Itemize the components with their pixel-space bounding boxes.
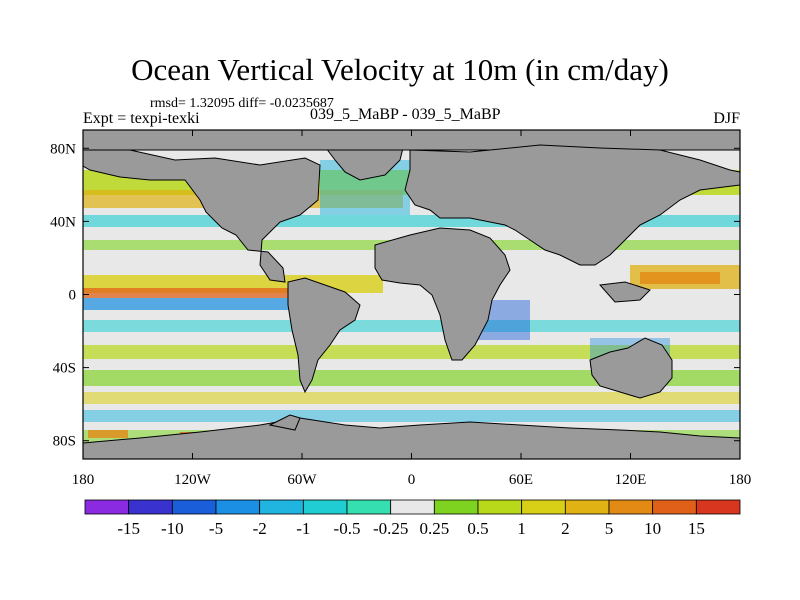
colorbar-label: -0.25 [373,519,408,538]
x-tick-label: 60W [287,472,317,488]
land-australia [589,337,673,399]
x-tick-label: 0 [408,472,416,488]
season-label: DJF [713,110,740,127]
x-tick-label: 120E [615,472,647,488]
colorbar-swatch [521,499,566,515]
y-tick-label: 80S [53,434,76,450]
colorbar-label: -15 [117,519,140,538]
x-tick-label: 120W [174,472,212,488]
colorbar-swatch [215,499,261,515]
colorbar-swatch [171,499,217,515]
y-tick-label: 0 [69,288,77,304]
colorbar-swatch [302,499,348,515]
colorbar: -15 -10 -5 -2 -1 -0.5 -0.25 0.25 0.5 1 2 5 10 15 [84,499,741,538]
x-tick-label: 180 [729,472,752,488]
colorbar-label: -10 [161,519,184,538]
y-tick-label: 40N [50,214,76,230]
colorbar-swatch [433,499,479,515]
colorbar-label: 15 [688,519,705,538]
colorbar-swatch [259,499,304,515]
colorbar-label: -5 [209,519,223,538]
colorbar-swatch [128,499,173,515]
colorbar-label: 5 [605,519,614,538]
x-tick-label: 180 [72,472,95,488]
colorbar-label: 0.5 [467,519,488,538]
colorbar-swatch [346,499,392,515]
map-field [83,130,740,459]
colorbar-label: -1 [296,519,310,538]
colorbar-swatch [390,499,435,515]
colorbar-swatch [695,499,741,515]
land-africa [374,227,511,361]
land-south-america [287,277,361,394]
land-antarctica [83,417,740,459]
colorbar-label: -2 [253,519,267,538]
colorbar-swatch [84,499,130,515]
axes: 180 120W 60W 0 60E 120E 180 80N 40N 0 40S 80S [50,130,751,488]
land-maritime-continent [598,281,651,303]
y-tick-label: 80N [50,141,76,157]
x-tick-label: 60E [509,472,533,488]
experiment-label: Expt = texpi-texki [83,110,200,127]
land-eurasia [404,144,740,266]
y-tick-label: 40S [53,361,76,377]
land-masses [83,130,740,459]
land-antarctic-peninsula [268,414,301,431]
colorbar-swatch [608,499,654,515]
colorbar-label: 1 [517,519,526,538]
colorbar-swatch [564,499,610,515]
colorbar-label: 10 [644,519,661,538]
chart-title: Ocean Vertical Velocity at 10m (in cm/da… [131,52,669,87]
colorbar-label: 2 [561,519,570,538]
stats-text: rmsd= 1.32095 diff= -0.0235687 [150,96,334,111]
chart-subtitle: 039_5_MaBP - 039_5_MaBP [310,106,501,123]
colorbar-label: -0.5 [334,519,361,538]
land-north-america [83,149,321,283]
colorbar-label: 0.25 [419,519,449,538]
colorbar-swatch [652,499,697,515]
colorbar-swatch [477,499,523,515]
